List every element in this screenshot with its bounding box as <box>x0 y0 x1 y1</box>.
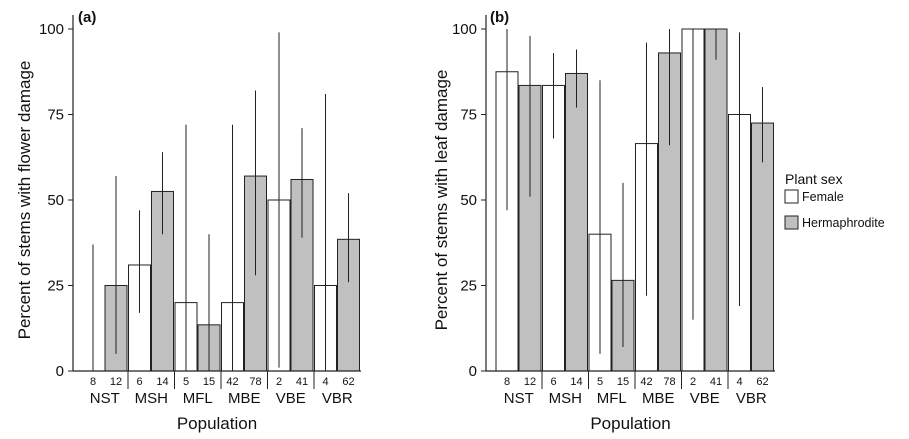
y-tick-label: 0 <box>56 363 64 380</box>
panel-label: (b) <box>490 9 509 26</box>
legend-label-hermaphrodite: Hermaphrodite <box>802 216 885 230</box>
y-tick-label: 50 <box>460 192 477 209</box>
sample-size-label: 2 <box>276 376 282 388</box>
category-label-vbr: VBR <box>322 390 353 407</box>
sample-size-label: 15 <box>617 376 629 388</box>
x-axis-title: Population <box>590 414 670 433</box>
category-label-msh: MSH <box>135 390 168 407</box>
y-tick-label: 25 <box>47 278 64 295</box>
y-tick-label: 75 <box>460 107 477 124</box>
legend: Plant sex Female Hermaphrodite <box>784 171 885 230</box>
category-label-vbe: VBE <box>276 390 306 407</box>
sample-size-label: 4 <box>322 376 328 388</box>
bar-hermaphrodite-vbe <box>704 28 728 372</box>
category-label-vbr: VBR <box>736 390 767 407</box>
sample-size-label: 15 <box>203 376 215 388</box>
category-label-mfl: MFL <box>597 390 627 407</box>
sample-size-label: 14 <box>156 376 168 388</box>
legend-label-female: Female <box>802 190 844 204</box>
sample-size-label: 8 <box>90 376 96 388</box>
sample-size-label: 6 <box>550 376 556 388</box>
panel-label: (a) <box>78 9 96 26</box>
sample-size-label: 62 <box>342 376 354 388</box>
legend-title: Plant sex <box>785 171 843 187</box>
category-label-vbe: VBE <box>690 390 720 407</box>
category-label-msh: MSH <box>549 390 582 407</box>
panel-a-flower-damage: 8 12 NST 6 14 MSH 5 15 MFL 42 78 MBE 2 41 VBE 4 62 VBR 0 25… <box>15 9 361 433</box>
sample-size-label: 78 <box>249 376 261 388</box>
sample-size-label: 12 <box>524 376 536 388</box>
y-tick-label: 50 <box>47 192 64 209</box>
sample-size-label: 8 <box>504 376 510 388</box>
y-tick-label: 25 <box>460 278 477 295</box>
sample-size-label: 2 <box>690 376 696 388</box>
category-label-nst: NST <box>504 390 534 407</box>
panel-b-leaf-damage: 8 12 NST 6 14 MSH 5 15 MFL 42 78 MBE 2 41 VBE 4 62 VBR 0 25… <box>432 9 775 433</box>
y-axis-title: Percent of stems with leaf damage <box>432 70 451 331</box>
legend-swatch-hermaphrodite <box>784 215 799 230</box>
sample-size-label: 78 <box>663 376 675 388</box>
sample-size-label: 41 <box>710 376 722 388</box>
sample-size-label: 5 <box>597 376 603 388</box>
sample-size-label: 14 <box>570 376 582 388</box>
x-axis-title: Population <box>177 414 257 433</box>
sample-size-label: 12 <box>110 376 122 388</box>
legend-swatch-female <box>784 189 799 204</box>
category-label-mbe: MBE <box>228 390 261 407</box>
sample-size-label: 42 <box>640 376 652 388</box>
category-label-mbe: MBE <box>642 390 675 407</box>
sample-size-label: 41 <box>296 376 308 388</box>
category-label-mfl: MFL <box>183 390 213 407</box>
y-tick-label: 100 <box>452 21 477 38</box>
y-tick-label: 0 <box>469 363 477 380</box>
sample-size-label: 5 <box>183 376 189 388</box>
sample-size-label: 42 <box>226 376 238 388</box>
y-tick-label: 75 <box>47 107 64 124</box>
bar-hermaphrodite-msh <box>565 72 588 372</box>
sample-size-label: 62 <box>756 376 768 388</box>
sample-size-label: 4 <box>736 376 742 388</box>
y-axis-title: Percent of stems with flower damage <box>15 61 34 340</box>
y-tick-label: 100 <box>39 21 64 38</box>
category-label-nst: NST <box>90 390 120 407</box>
sample-size-label: 6 <box>136 376 142 388</box>
